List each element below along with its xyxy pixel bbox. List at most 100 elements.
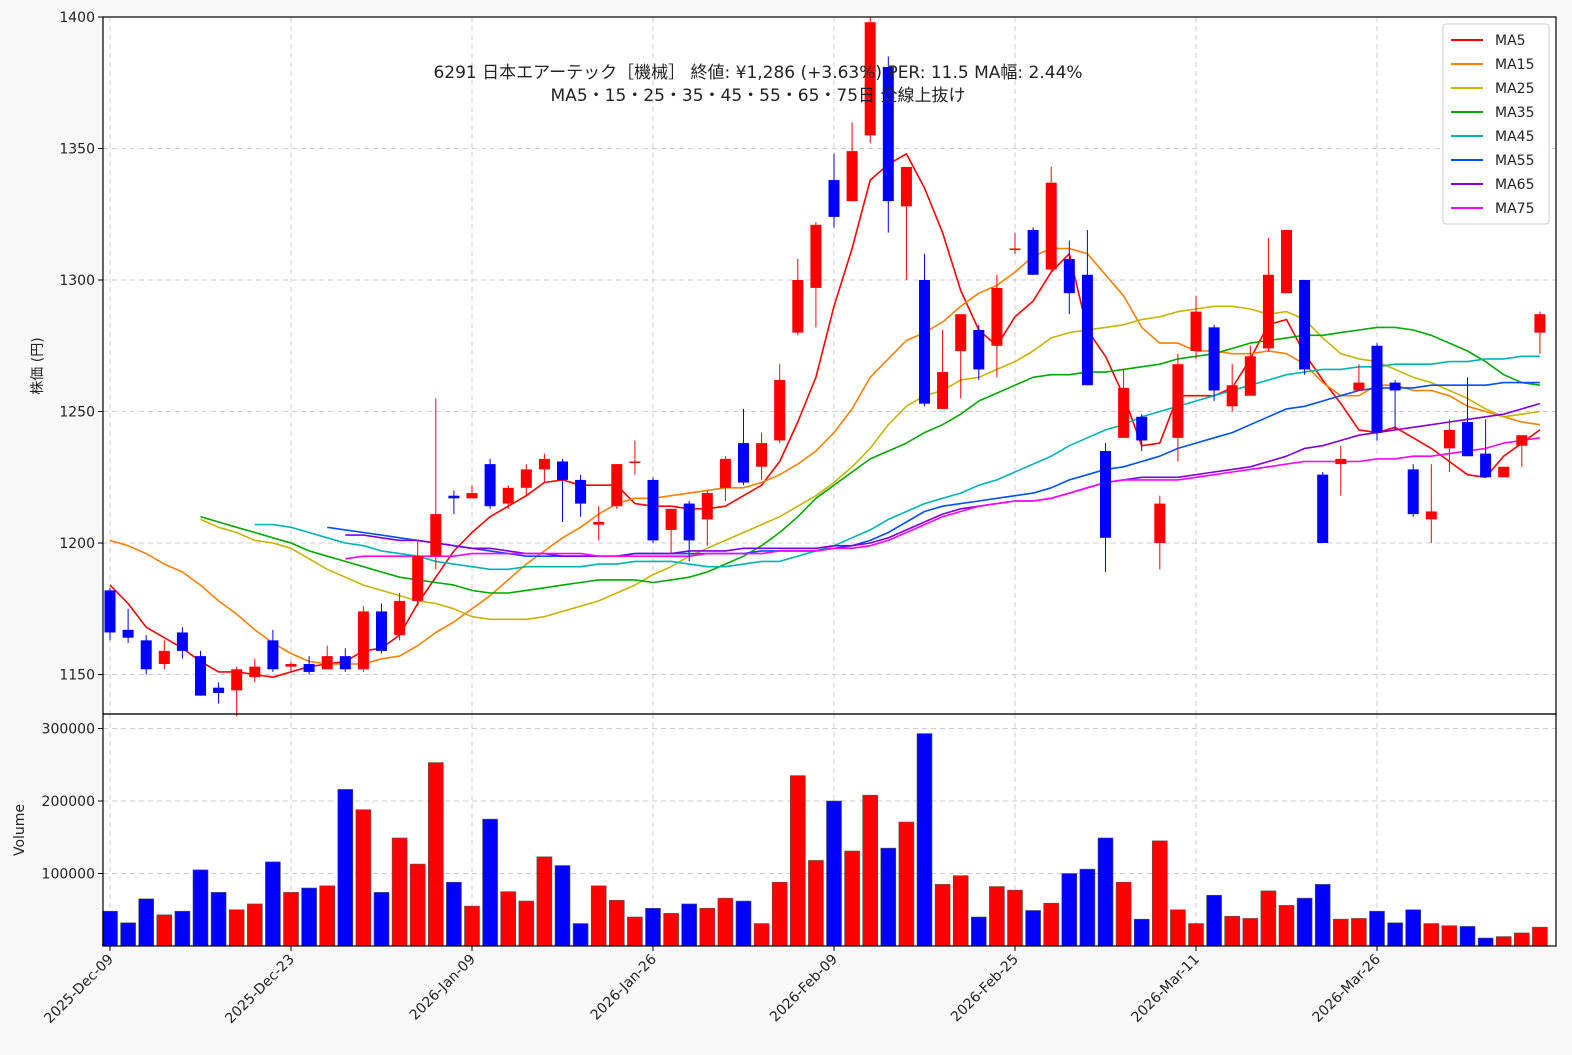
- candle-body: [1045, 182, 1057, 270]
- volume-bar: [536, 856, 553, 947]
- volume-bar: [174, 910, 191, 947]
- candle-body: [828, 180, 840, 217]
- candle-body: [701, 493, 713, 520]
- candle-body: [376, 611, 387, 651]
- candle-body: [1172, 364, 1184, 438]
- candle-body: [900, 166, 912, 207]
- candle-body: [774, 379, 786, 441]
- candle-body: [1371, 345, 1383, 433]
- volume-bar: [1278, 905, 1295, 947]
- candle-body: [122, 629, 134, 638]
- candle-body: [1317, 474, 1329, 544]
- volume-bar: [735, 900, 752, 947]
- volume-bar: [681, 903, 698, 947]
- candle-body: [321, 656, 333, 670]
- ma-line-ma55: [327, 381, 1540, 558]
- candle-body: [973, 329, 985, 370]
- price-tick-label: 1200: [59, 536, 95, 552]
- volume-bar: [1079, 868, 1096, 947]
- volume-tick-label: 300000: [42, 722, 95, 738]
- legend-label: MA75: [1495, 201, 1534, 217]
- volume-bar: [1296, 897, 1313, 947]
- candle-body: [213, 687, 225, 693]
- volume-bar: [192, 869, 209, 947]
- candle-body: [1281, 230, 1292, 294]
- candle-body: [1136, 416, 1148, 441]
- volume-bar: [1459, 926, 1476, 947]
- candle-body: [1154, 503, 1166, 544]
- volume-bar: [1097, 837, 1114, 947]
- legend-label: MA25: [1495, 81, 1534, 97]
- chart-subtitle: MA5・15・25・35・45・55・65・75日 全線上抜け: [551, 86, 966, 106]
- volume-bar: [1206, 894, 1222, 947]
- candle-body: [249, 666, 261, 678]
- volume-bar: [1025, 910, 1041, 947]
- volume-bar: [1061, 873, 1078, 947]
- volume-bar: [1351, 918, 1367, 947]
- candle-body: [520, 469, 532, 488]
- volume-bar: [1224, 915, 1240, 947]
- candle-body: [195, 656, 206, 696]
- volume-bar: [373, 892, 390, 947]
- volume-bar: [500, 891, 517, 947]
- candle-body: [1081, 274, 1093, 386]
- legend-label: MA65: [1495, 177, 1534, 193]
- candle-body: [1190, 311, 1202, 352]
- volume-bar: [844, 850, 860, 947]
- volume-bar: [572, 923, 589, 947]
- volume-bar: [1133, 918, 1150, 947]
- candle-body: [357, 611, 369, 670]
- legend-label: MA35: [1495, 105, 1534, 121]
- candle-body: [502, 487, 514, 504]
- candle-body: [1335, 458, 1347, 465]
- candle-body: [1462, 422, 1473, 457]
- volume-y-ticks: 100000 200000 300000: [42, 722, 103, 883]
- volume-bar: [989, 886, 1005, 947]
- volume-bar: [880, 847, 897, 947]
- volume-bar: [337, 789, 354, 947]
- candle-body: [158, 650, 170, 665]
- volume-bar: [228, 909, 245, 947]
- volume-bar: [1441, 925, 1458, 947]
- candle-body: [1226, 385, 1238, 407]
- candle-body: [1244, 356, 1256, 396]
- volume-bar: [934, 884, 951, 947]
- candle-body: [1009, 248, 1021, 250]
- volume-bar: [826, 800, 842, 947]
- candle-body: [991, 287, 1003, 346]
- volume-bar: [1477, 937, 1494, 947]
- volume-bar: [608, 900, 625, 947]
- volume-bar: [427, 762, 444, 947]
- volume-bar: [898, 821, 915, 947]
- candle-body: [810, 224, 822, 288]
- candlesticks: [104, 17, 1546, 717]
- volume-bar: [446, 881, 462, 947]
- volume-tick-label: 200000: [42, 794, 95, 810]
- legend-label: MA45: [1495, 129, 1534, 145]
- candle-body: [792, 280, 804, 333]
- volume-bar: [970, 916, 987, 947]
- volume-bar: [952, 875, 969, 947]
- candle-body: [882, 66, 894, 202]
- volume-bar: [808, 860, 824, 947]
- volume-bar: [283, 892, 299, 947]
- volume-bar: [771, 881, 788, 947]
- volume-bar: [753, 923, 770, 947]
- volume-bar: [1405, 909, 1421, 947]
- volume-bar: [627, 916, 643, 947]
- candle-body: [846, 151, 858, 202]
- volume-panel-frame: [102, 713, 1557, 947]
- candle-body: [955, 314, 967, 352]
- legend: MA5 MA15 MA25 MA35 MA45 MA55 MA65 MA75: [1442, 23, 1550, 225]
- price-y-ticks: 1150 1200 1250 1300 1350 1400: [59, 10, 103, 684]
- volume-bar: [301, 887, 317, 947]
- candle-body: [1498, 466, 1510, 478]
- candle-body: [1407, 469, 1419, 515]
- volume-bar: [1043, 902, 1059, 947]
- volume-bar: [1514, 932, 1530, 947]
- candle-body: [285, 664, 297, 667]
- candle-body: [1389, 382, 1401, 391]
- volume-bar: [1007, 889, 1023, 947]
- candle-body: [176, 632, 188, 651]
- volume-axis-label: Volume: [12, 804, 28, 856]
